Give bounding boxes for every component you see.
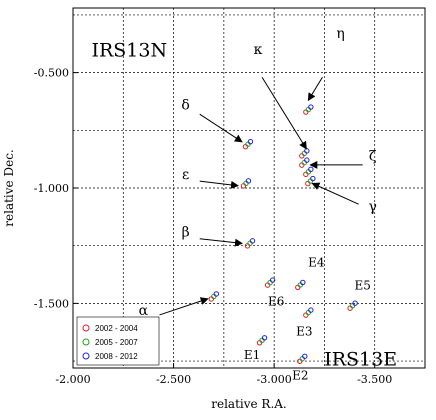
data-point	[247, 138, 254, 145]
annotation-arrows	[159, 76, 363, 316]
data-point	[213, 291, 220, 297]
source-label: E6	[268, 295, 284, 309]
arrow	[199, 180, 239, 189]
grid-lines	[73, 8, 425, 368]
x-tick-label: -2.500	[156, 373, 191, 386]
x-axis-label: relative R.A.	[211, 397, 287, 411]
y-tick-label: -1.000	[34, 182, 69, 195]
legend-marker	[82, 338, 90, 346]
region-label: IRS13N	[91, 39, 167, 61]
source-label: E5	[354, 279, 370, 293]
greek-label: β	[182, 224, 190, 240]
region-label: IRS13E	[324, 349, 397, 371]
data-point	[261, 335, 268, 341]
arrow	[159, 297, 209, 316]
source-label: E2	[292, 369, 308, 383]
source-label: E3	[296, 325, 312, 339]
legend-label: 2005 - 2007	[95, 338, 138, 347]
data-point	[269, 277, 276, 283]
greek-label: ε	[182, 167, 189, 183]
legend-marker	[82, 352, 90, 360]
x-tick-label: -2.000	[55, 373, 90, 386]
arrow	[311, 182, 359, 205]
x-tick-label: -3.000	[257, 373, 292, 386]
y-tick-label: -1.500	[34, 297, 69, 310]
greek-label: η	[336, 26, 344, 42]
greek-label: κ	[254, 42, 263, 58]
data-point	[302, 353, 308, 359]
legend: 2002 - 2004 2005 - 2007 2008 - 2012	[76, 316, 160, 366]
greek-label: α	[139, 303, 149, 319]
arrow	[199, 113, 243, 143]
greek-label: ζ	[369, 148, 377, 164]
arrow	[199, 238, 243, 247]
arrow	[307, 76, 323, 102]
legend-box	[76, 316, 160, 366]
y-tick-label: -0.500	[34, 67, 69, 80]
data-point	[304, 157, 310, 163]
data-point	[308, 104, 314, 110]
data-point	[245, 178, 252, 184]
arrow	[261, 76, 307, 150]
legend-label: 2002 - 2004	[95, 324, 138, 333]
data-point	[310, 175, 316, 182]
axis-ticks: -2.000 -2.500 -3.000 -3.500 -0.500 -1.000 -1.5…	[34, 67, 393, 386]
data-point	[249, 238, 256, 244]
data-point	[352, 300, 358, 306]
data-points	[208, 104, 358, 364]
x-tick-label: -3.500	[357, 373, 392, 386]
source-label: E4	[308, 255, 325, 269]
data-point	[308, 307, 314, 313]
y-axis-label: relative Dec.	[2, 149, 16, 226]
greek-label: δ	[181, 98, 189, 114]
greek-label: γ	[369, 199, 377, 215]
source-label: E1	[244, 348, 260, 362]
annotation-labels: η κ δ ζ ε γ β α E4 E5 E6 E3 E1 E2 IRS13N IRS13E	[91, 26, 397, 383]
legend-marker	[82, 324, 90, 332]
data-point	[300, 279, 306, 286]
legend-label: 2008 - 2012	[95, 352, 138, 361]
